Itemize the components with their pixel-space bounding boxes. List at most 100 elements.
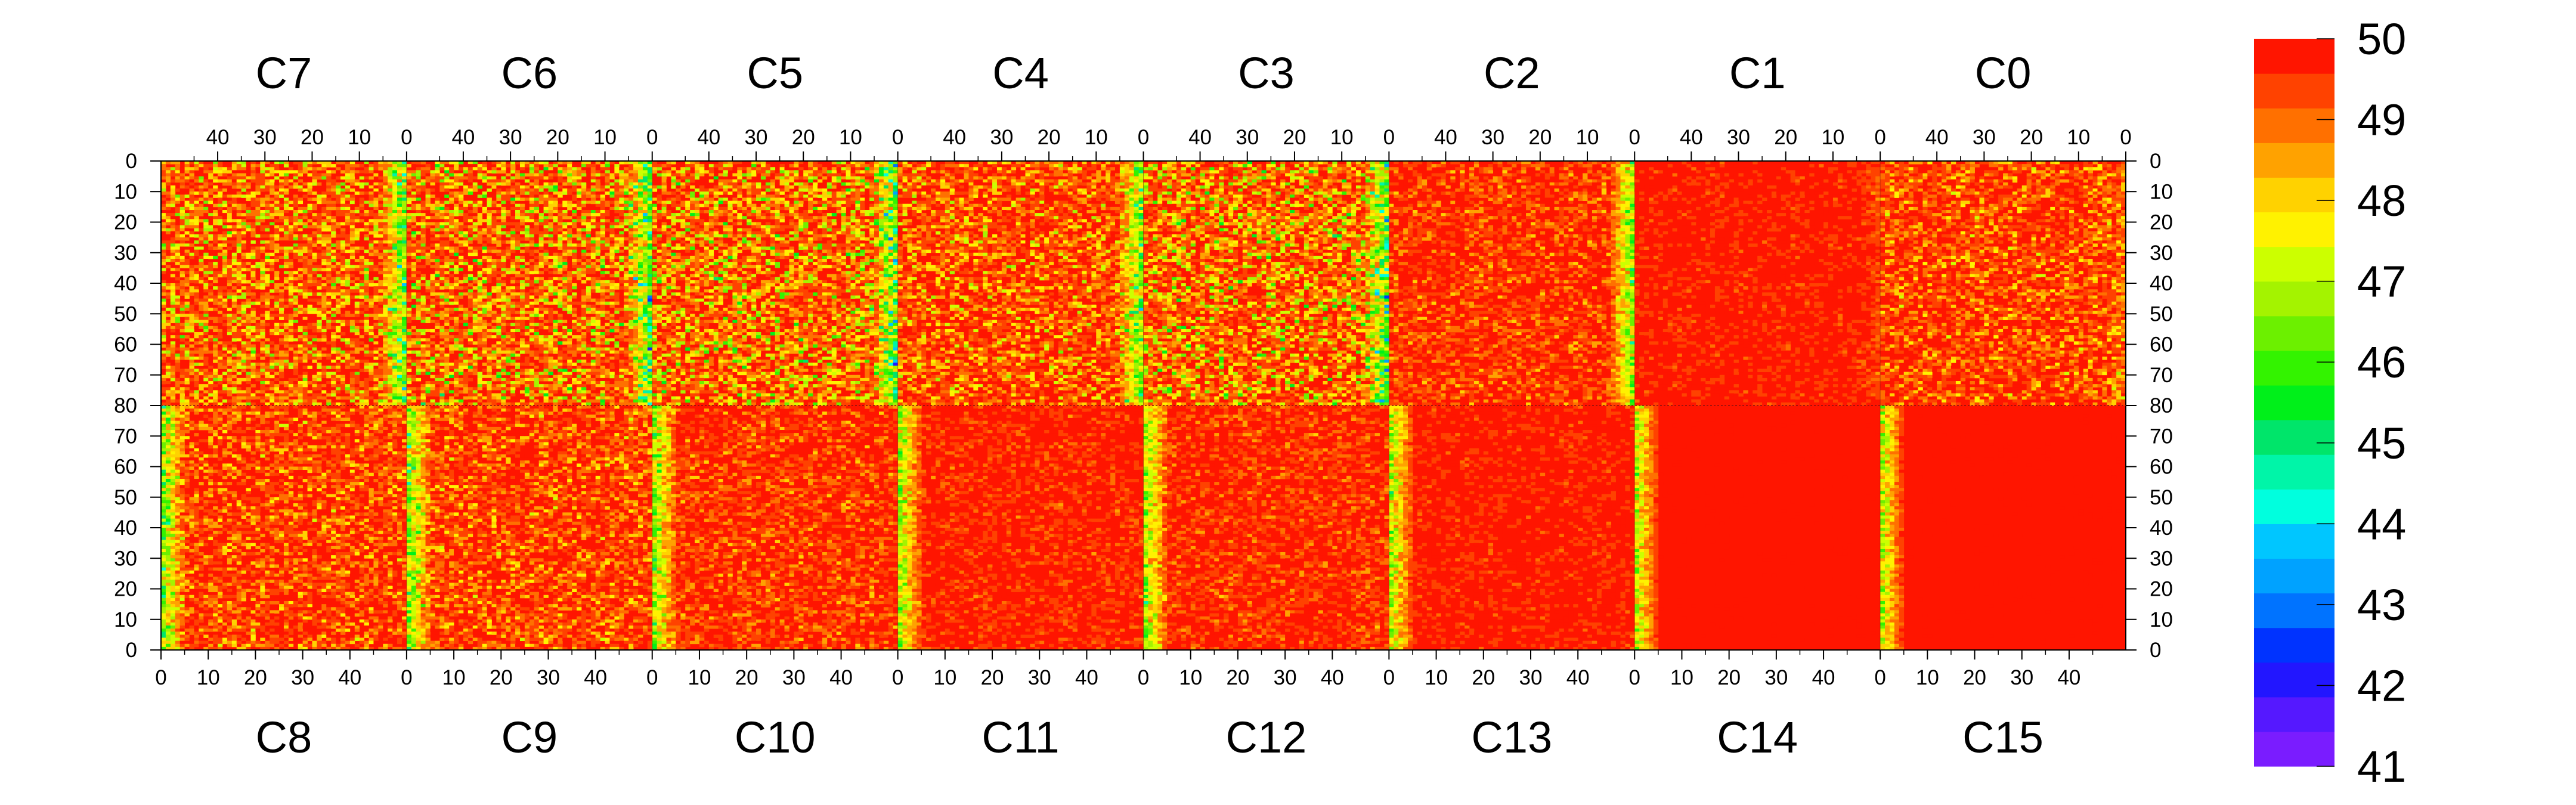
heatmap-cell <box>255 354 260 357</box>
heatmap-cell <box>260 332 265 336</box>
heatmap-cell <box>439 262 444 265</box>
heatmap-cell <box>402 185 407 189</box>
heatmap-cell <box>331 360 336 363</box>
heatmap-cell <box>250 174 255 177</box>
heatmap-cell <box>430 335 435 339</box>
heatmap-cell <box>321 253 326 256</box>
heatmap-cell <box>350 174 355 177</box>
heatmap-cell <box>270 237 274 241</box>
heatmap-cell <box>222 360 227 363</box>
heatmap-cell <box>208 299 213 302</box>
heatmap-cell <box>388 357 392 360</box>
heatmap-cell <box>185 207 190 210</box>
heatmap-cell <box>345 366 350 369</box>
heatmap-cell <box>246 400 251 403</box>
heatmap-cell <box>321 335 326 339</box>
heatmap-cell <box>260 378 265 382</box>
heatmap-cell <box>161 289 166 293</box>
heatmap-cell <box>289 299 293 302</box>
heatmap-cell <box>402 194 407 198</box>
heatmap-cell <box>402 201 407 205</box>
heatmap-cell <box>265 240 270 244</box>
heatmap-cell <box>270 283 274 287</box>
heatmap-cell <box>355 234 360 238</box>
heatmap-cell <box>218 207 222 210</box>
heatmap-cell <box>435 292 439 296</box>
heatmap-cell <box>171 326 175 330</box>
heatmap-cell <box>312 204 317 208</box>
heatmap-cell <box>321 369 326 373</box>
heatmap-cell <box>326 265 331 268</box>
heatmap-cell <box>171 354 175 357</box>
heatmap-cell <box>378 222 383 226</box>
heatmap-cell <box>317 174 321 177</box>
heatmap-cell <box>218 216 222 219</box>
heatmap-cell <box>317 222 321 226</box>
heatmap-cell <box>360 256 364 259</box>
heatmap-cell <box>426 286 431 290</box>
heatmap-cell <box>336 277 340 281</box>
heatmap-cell <box>171 296 175 299</box>
heatmap-cell <box>293 390 298 394</box>
heatmap-cell <box>369 345 374 348</box>
heatmap-cell <box>274 348 279 351</box>
heatmap-cell <box>426 360 431 363</box>
heatmap-cell <box>190 329 194 333</box>
heatmap-cell <box>439 317 444 320</box>
heatmap-cell <box>166 222 171 226</box>
heatmap-cell <box>279 363 284 366</box>
heatmap-cell <box>213 348 218 351</box>
heatmap-cell <box>265 280 270 284</box>
heatmap-cell <box>270 170 274 174</box>
heatmap-cell <box>246 348 251 351</box>
heatmap-cell <box>407 292 411 296</box>
heatmap-cell <box>350 167 355 171</box>
heatmap-cell <box>350 210 355 213</box>
heatmap-cell <box>222 366 227 369</box>
heatmap-cell <box>213 283 218 287</box>
heatmap-cell <box>336 375 340 379</box>
heatmap-cell <box>274 198 279 202</box>
heatmap-cell <box>426 345 431 348</box>
heatmap-cell <box>237 268 242 271</box>
heatmap-cell <box>279 225 284 229</box>
heatmap-cell <box>388 253 392 256</box>
heatmap-cell <box>303 289 308 293</box>
heatmap-cell <box>213 296 218 299</box>
heatmap-cell <box>303 354 308 357</box>
heatmap-cell <box>426 348 431 351</box>
heatmap-cell <box>171 311 175 314</box>
heatmap-cell <box>213 378 218 382</box>
heatmap-cell <box>199 262 203 265</box>
heatmap-cell <box>326 225 331 229</box>
heatmap-cell <box>218 243 222 247</box>
heatmap-cell <box>227 308 232 311</box>
heatmap-cell <box>317 351 321 354</box>
heatmap-cell <box>444 174 449 177</box>
heatmap-cell <box>227 354 232 357</box>
heatmap-cell <box>331 296 336 299</box>
heatmap-cell <box>279 216 284 219</box>
heatmap-cell <box>364 274 369 278</box>
heatmap-cell <box>340 354 345 357</box>
heatmap-cell <box>260 274 265 278</box>
heatmap-cell <box>360 265 364 268</box>
heatmap-cell <box>373 216 378 219</box>
heatmap-cell <box>242 351 246 354</box>
heatmap-cell <box>312 338 317 342</box>
heatmap-cell <box>312 289 317 293</box>
heatmap-cell <box>274 351 279 354</box>
heatmap-cell <box>364 268 369 271</box>
heatmap-cell <box>180 247 185 250</box>
heatmap-cell <box>373 329 378 333</box>
heatmap-cell <box>426 341 431 345</box>
heatmap-cell <box>227 387 232 391</box>
heatmap-cell <box>246 332 251 336</box>
heatmap-cell <box>392 348 397 351</box>
heatmap-cell <box>430 292 435 296</box>
heatmap-cell <box>373 250 378 253</box>
heatmap-cell <box>194 394 199 397</box>
heatmap-cell <box>373 390 378 394</box>
heatmap-cell <box>430 174 435 177</box>
heatmap-cell <box>293 177 298 180</box>
